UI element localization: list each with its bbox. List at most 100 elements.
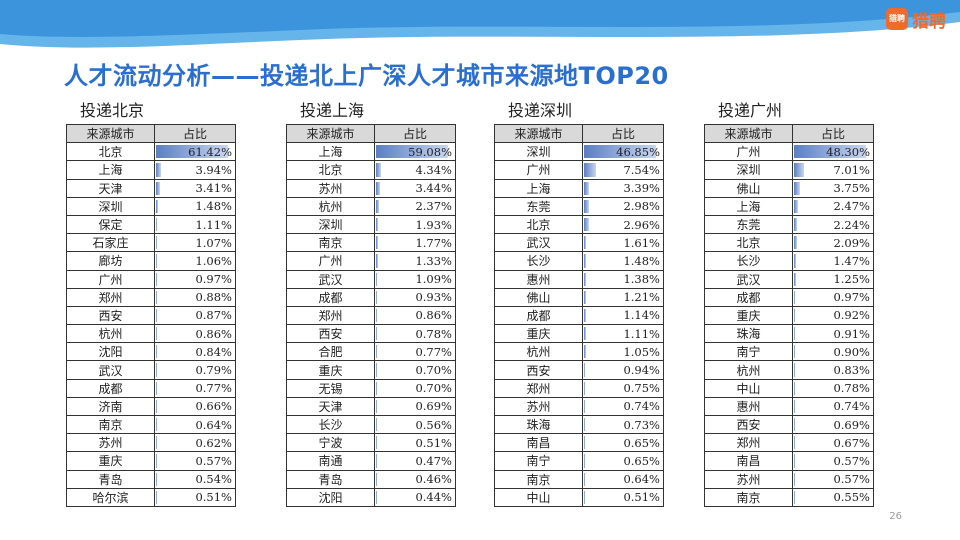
- table-heading: 投递广州: [718, 101, 783, 120]
- share-value: 0.91%: [833, 326, 870, 341]
- city-cell: 深圳: [66, 196, 155, 216]
- table-row: 武汉 1.25%: [704, 269, 874, 289]
- table-row: 西安 0.69%: [704, 414, 874, 435]
- share-data-bar: [584, 418, 586, 432]
- share-data-bar: [584, 436, 585, 450]
- table-row: 东莞 2.24%: [704, 214, 874, 235]
- share-value: 2.37%: [415, 199, 452, 214]
- table-row: 重庆 0.70%: [286, 360, 456, 380]
- share-value: 0.65%: [623, 435, 660, 450]
- ranking-table-block: 投递北京 来源城市 占比 北京 61.42% 上海 3.94% 天津 3.41% 深圳 1.48% 保…: [66, 98, 236, 507]
- share-cell: 0.46%: [374, 469, 456, 489]
- brand-logo: 猎聘 猎聘: [886, 6, 946, 32]
- city-cell: 中山: [494, 487, 583, 507]
- share-data-bar: [794, 272, 796, 286]
- city-cell: 西安: [66, 305, 155, 326]
- table-row: 南京 0.64%: [494, 469, 664, 489]
- share-value: 1.09%: [415, 272, 452, 287]
- share-data-bar: [584, 345, 586, 359]
- city-cell: 苏州: [494, 396, 583, 417]
- table-row: 珠海 0.73%: [494, 414, 664, 435]
- city-cell: 深圳: [286, 214, 375, 235]
- share-value: 1.33%: [415, 253, 452, 268]
- column-header-share: 占比: [792, 123, 874, 144]
- table-heading: 投递深圳: [508, 101, 573, 120]
- share-data-bar: [794, 490, 795, 504]
- table-row: 惠州 0.74%: [704, 396, 874, 417]
- city-cell: 长沙: [494, 251, 583, 271]
- share-cell: 0.92%: [792, 305, 874, 326]
- table-row: 成都 0.97%: [704, 287, 874, 307]
- share-cell: 3.44%: [374, 178, 456, 198]
- city-cell: 廊坊: [66, 251, 155, 271]
- city-cell: 北京: [286, 160, 375, 180]
- share-value: 0.70%: [415, 363, 452, 378]
- table-row: 廊坊 1.06%: [66, 251, 236, 271]
- share-cell: 59.08%: [374, 142, 456, 162]
- share-value: 1.06%: [195, 253, 232, 268]
- share-value: 0.84%: [195, 344, 232, 359]
- share-data-bar: [376, 217, 379, 232]
- share-data-bar: [156, 399, 157, 413]
- share-data-bar: [376, 490, 377, 504]
- table-row: 保定 1.11%: [66, 214, 236, 235]
- page-title: 人才流动分析——投递北上广深人才城市来源地TOP20: [64, 62, 669, 90]
- table-row: 重庆 0.92%: [704, 305, 874, 326]
- share-cell: 1.33%: [374, 251, 456, 271]
- share-value: 0.78%: [415, 326, 452, 341]
- share-data-bar: [584, 254, 587, 268]
- share-data-bar: [156, 308, 158, 323]
- share-cell: 3.39%: [582, 178, 664, 198]
- table-row: 深圳 7.01%: [704, 160, 874, 180]
- city-cell: 长沙: [286, 414, 375, 435]
- share-cell: 0.70%: [374, 360, 456, 380]
- share-cell: 0.74%: [792, 396, 874, 417]
- share-value: 0.46%: [415, 472, 452, 487]
- city-cell: 郑州: [286, 305, 375, 326]
- share-value: 0.51%: [415, 435, 452, 450]
- share-data-bar: [156, 454, 157, 468]
- share-cell: 0.55%: [792, 487, 874, 507]
- table-row: 重庆 1.11%: [494, 324, 664, 344]
- share-data-bar: [794, 290, 796, 304]
- share-cell: 0.97%: [792, 287, 874, 307]
- table-row: 广州 0.97%: [66, 269, 236, 289]
- share-data-bar: [584, 490, 585, 504]
- share-value: 0.57%: [833, 453, 870, 468]
- share-data-bar: [376, 345, 377, 359]
- share-value: 2.98%: [623, 199, 660, 214]
- city-cell: 南昌: [494, 433, 583, 453]
- share-data-bar: [794, 454, 795, 468]
- table-row: 成都 1.14%: [494, 305, 664, 326]
- share-cell: 0.64%: [582, 469, 664, 489]
- share-cell: 0.77%: [374, 342, 456, 362]
- share-cell: 0.73%: [582, 414, 664, 435]
- city-cell: 中山: [704, 378, 793, 398]
- share-data-bar: [156, 345, 157, 359]
- city-cell: 苏州: [704, 469, 793, 489]
- share-cell: 0.77%: [154, 378, 236, 398]
- share-data-bar: [584, 381, 586, 395]
- header-wave-decoration: [0, 0, 960, 48]
- table-row: 杭州 0.83%: [704, 360, 874, 380]
- table-row: 郑州 0.67%: [704, 433, 874, 453]
- share-cell: 3.75%: [792, 178, 874, 198]
- share-value: 2.47%: [833, 199, 870, 214]
- share-data-bar: [156, 290, 158, 304]
- city-cell: 南宁: [494, 451, 583, 471]
- share-cell: 1.11%: [582, 324, 664, 344]
- share-data-bar: [156, 327, 157, 341]
- share-cell: 1.25%: [792, 269, 874, 289]
- share-data-bar: [794, 399, 796, 413]
- share-data-bar: [794, 217, 798, 232]
- share-cell: 1.61%: [582, 233, 664, 253]
- share-cell: 0.86%: [154, 324, 236, 344]
- share-value: 0.83%: [833, 363, 870, 378]
- table-row: 郑州 0.86%: [286, 305, 456, 326]
- table-row: 南通 0.47%: [286, 451, 456, 471]
- share-value: 1.21%: [623, 290, 660, 305]
- share-data-bar: [156, 163, 161, 177]
- table-heading: 投递上海: [300, 101, 365, 120]
- share-value: 4.34%: [415, 162, 452, 177]
- share-cell: 7.54%: [582, 160, 664, 180]
